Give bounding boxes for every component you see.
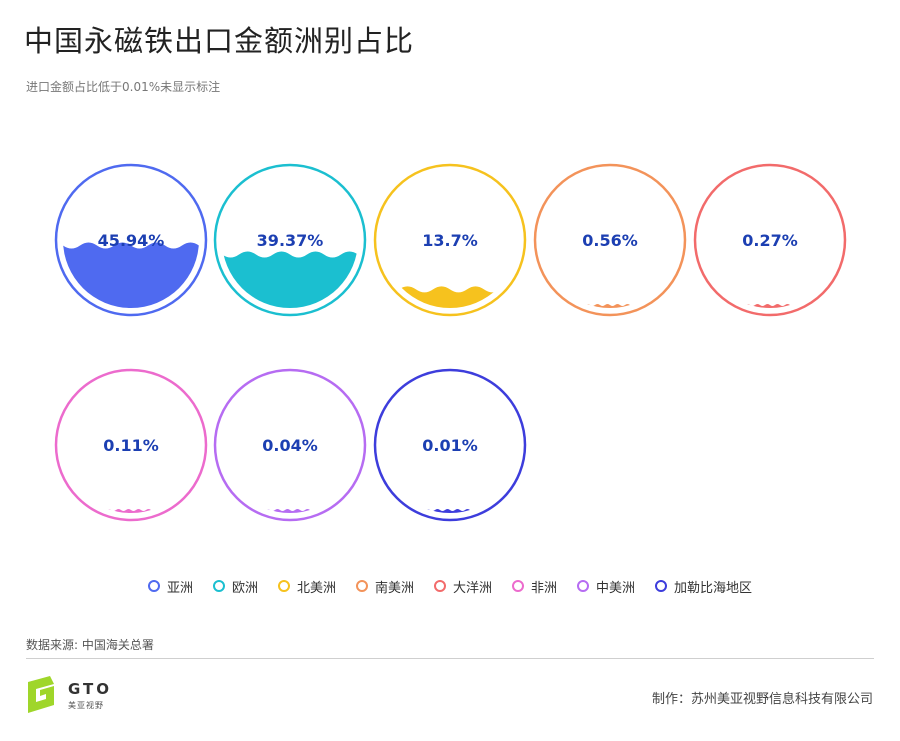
liquid-fill xyxy=(382,286,518,308)
legend-marker-icon xyxy=(512,580,525,592)
legend-item[interactable]: 非洲 xyxy=(512,577,557,596)
legend-label: 非洲 xyxy=(531,580,558,596)
legend-label: 加勒比海地区 xyxy=(674,580,753,596)
legend-marker-icon xyxy=(577,580,590,592)
legend-item[interactable]: 北美洲 xyxy=(277,577,336,596)
footer-divider xyxy=(26,658,874,659)
value-label: 0.01% xyxy=(422,436,478,455)
bubble-ring xyxy=(533,163,687,317)
legend-marker-icon xyxy=(655,580,668,592)
liquid-chart: 45.94% 39.37% 13.7% 0.56% 0.27% 0.11% 0.04% 0.0… xyxy=(54,163,847,522)
legend-marker-icon xyxy=(355,580,368,592)
chart-title: 中国永磁铁出口金额洲别占比 xyxy=(24,24,415,58)
legend-item[interactable]: 加勒比海地区 xyxy=(655,577,752,596)
company-logo: GTO 美亚视野 xyxy=(24,672,144,720)
chart-subtitle: 进口金额占比低于0.01%未显示标注 xyxy=(26,80,221,94)
bubble-ring xyxy=(213,163,367,317)
value-label: 0.27% xyxy=(742,231,798,250)
value-label: 0.56% xyxy=(582,231,638,250)
value-label: 39.37% xyxy=(257,231,324,250)
data-source: 数据来源: 中国海关总署 xyxy=(26,638,154,652)
liquid-bubble: 45.94% xyxy=(54,163,208,317)
legend-label: 北美洲 xyxy=(296,580,336,596)
bubble-ring xyxy=(373,368,527,522)
legend-label: 亚洲 xyxy=(166,580,193,596)
liquid-bubble: 39.37% xyxy=(213,163,367,317)
bubble-ring xyxy=(693,163,847,317)
bubble-ring xyxy=(54,368,208,522)
legend-item[interactable]: 欧洲 xyxy=(212,577,258,596)
bubble-ring xyxy=(54,163,208,317)
legend-marker-icon xyxy=(434,580,446,592)
value-label: 0.11% xyxy=(103,436,159,455)
bubble-ring xyxy=(213,368,367,522)
value-label: 13.7% xyxy=(422,231,478,250)
value-label: 0.04% xyxy=(262,436,318,455)
legend-marker-icon xyxy=(212,580,225,592)
liquid-bubble: 0.27% xyxy=(693,163,847,317)
value-label: 45.94% xyxy=(98,231,165,250)
legend-marker-icon xyxy=(277,580,290,592)
liquid-bubble: 0.11% xyxy=(54,368,208,522)
logo-text: GTO xyxy=(68,680,113,698)
legend-item[interactable]: 中美洲 xyxy=(577,577,635,596)
liquid-bubble: 13.7% xyxy=(373,163,527,317)
producer-credit: 制作：苏州美亚视野信息科技有限公司 xyxy=(651,692,873,707)
liquid-bubble: 0.01% xyxy=(373,368,527,522)
legend-label: 中美洲 xyxy=(596,580,636,596)
legend-label: 南美洲 xyxy=(374,580,414,596)
legend-item[interactable]: 南美洲 xyxy=(355,577,414,596)
logo-subtext: 美亚视野 xyxy=(68,701,104,710)
legend-item[interactable]: 亚洲 xyxy=(147,577,193,596)
chart-legend: 亚洲 欧洲 北美洲 南美洲 大洋洲 非洲 中美洲 加勒比海地区 xyxy=(0,574,900,598)
logo-mark-icon xyxy=(28,676,54,713)
legend-label: 欧洲 xyxy=(231,580,258,596)
legend-item[interactable]: 大洋洲 xyxy=(434,577,492,596)
legend-marker-icon xyxy=(147,580,160,592)
liquid-bubble: 0.04% xyxy=(213,368,367,522)
bubble-ring xyxy=(373,163,527,317)
legend-label: 大洋洲 xyxy=(453,580,493,596)
liquid-bubble: 0.56% xyxy=(533,163,687,317)
